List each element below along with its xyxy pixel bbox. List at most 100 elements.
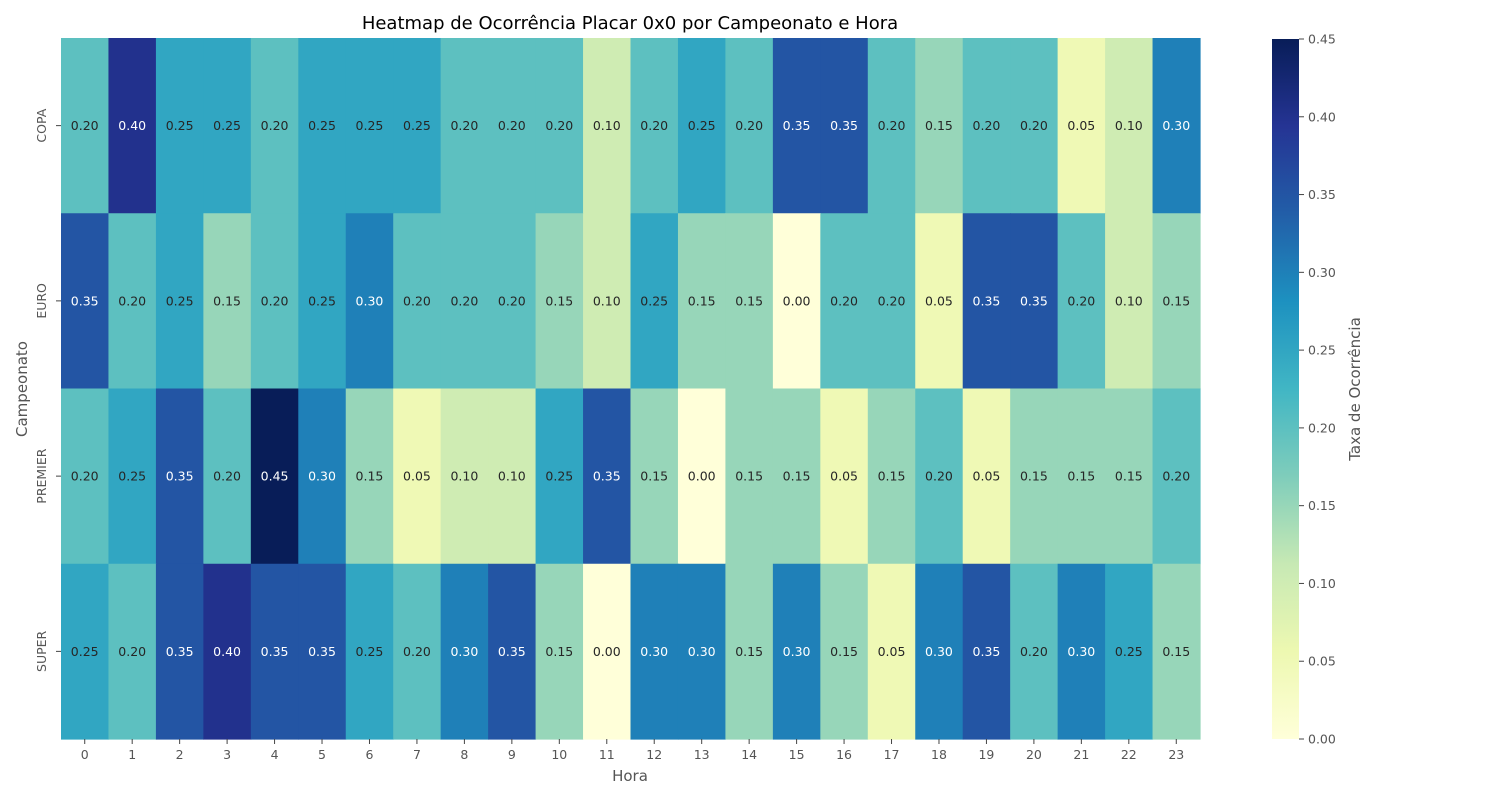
cell-value-label: 0.25 (356, 118, 384, 133)
cell-value-label: 0.25 (166, 118, 194, 133)
cell-value-label: 0.25 (166, 293, 194, 308)
cell-value-label: 0.30 (1067, 644, 1095, 659)
heatmap-cell (915, 563, 964, 740)
heatmap-cell (1105, 563, 1154, 740)
cell-value-label: 0.15 (735, 644, 763, 659)
cell-value-label: 0.20 (925, 469, 953, 484)
heatmap-cell (203, 388, 252, 565)
cell-value-labels: 0.20 0.40 0.25 0.25 0.20 0.25 0.25 0.25 0.20 0.20… (71, 118, 1190, 659)
cell-value-label: 0.30 (925, 644, 953, 659)
cell-value-label: 0.40 (213, 644, 241, 659)
y-axis-label: Campeonato (13, 341, 31, 437)
x-tick-label: 22 (1121, 747, 1137, 762)
heatmap-cell (1010, 563, 1059, 740)
cell-value-label: 0.15 (688, 293, 716, 308)
heatmap-cell (1010, 388, 1059, 565)
cell-value-label: 0.10 (1115, 118, 1143, 133)
y-tick-label: SUPER (34, 630, 49, 672)
heatmap-cell (915, 213, 964, 390)
cell-value-label: 0.25 (308, 293, 336, 308)
cell-value-label: 0.15 (356, 469, 384, 484)
heatmap-cell (61, 563, 110, 740)
cell-value-label: 0.20 (735, 118, 763, 133)
cell-value-label: 0.20 (498, 118, 526, 133)
x-tick-label: 0 (81, 747, 89, 762)
x-tick-label: 1 (128, 747, 136, 762)
heatmap-cell (725, 388, 774, 565)
heatmap-cell (488, 388, 537, 565)
cell-value-label: 0.25 (71, 644, 99, 659)
cell-value-label: 0.20 (118, 644, 146, 659)
x-tick-label: 17 (884, 747, 900, 762)
heatmap-cell (962, 563, 1011, 740)
heatmap-cell (61, 388, 110, 565)
cell-value-label: 0.25 (545, 469, 573, 484)
x-tick-label: 15 (789, 747, 805, 762)
heatmap-cell (630, 388, 679, 565)
x-tick-label: 21 (1073, 747, 1089, 762)
heatmap-cell (583, 213, 632, 390)
heatmap-cell (820, 563, 869, 740)
cell-value-label: 0.20 (830, 293, 858, 308)
colorbar-tick-label: 0.45 (1308, 32, 1336, 47)
y-tick-label: PREMIER (34, 448, 49, 503)
heatmap-cell (250, 213, 299, 390)
cell-value-label: 0.20 (450, 293, 478, 308)
x-tick-label: 6 (366, 747, 374, 762)
chart-title: Heatmap de Ocorrência Placar 0x0 por Cam… (362, 13, 898, 34)
cell-value-label: 0.15 (735, 293, 763, 308)
cell-value-label: 0.15 (1067, 469, 1095, 484)
heatmap-cell (725, 563, 774, 740)
cell-value-label: 0.15 (783, 469, 811, 484)
cell-value-label: 0.20 (261, 118, 289, 133)
x-axis: 0 1 2 3 4 5 6 7 8 9 10 11 12 13 14 15 16 17 18 19 20 21 22 23 (81, 739, 1184, 762)
x-tick-label: 4 (271, 747, 279, 762)
heatmap-cell (535, 563, 584, 740)
heatmap-cell (203, 563, 252, 740)
heatmap-cell (820, 388, 869, 565)
heatmap-cell (535, 388, 584, 565)
heatmap-cell (488, 38, 537, 214)
heatmap-cell (203, 38, 252, 214)
cell-value-label: 0.25 (1115, 644, 1143, 659)
cell-value-label: 0.20 (213, 469, 241, 484)
cell-value-label: 0.30 (1162, 118, 1190, 133)
cell-value-label: 0.15 (735, 469, 763, 484)
cell-value-label: 0.10 (593, 118, 621, 133)
cell-value-label: 0.05 (878, 644, 906, 659)
cell-value-label: 0.15 (545, 644, 573, 659)
cell-value-label: 0.15 (640, 469, 668, 484)
heatmap-cell (393, 563, 442, 740)
heatmap-cell (867, 38, 916, 214)
cell-value-label: 0.10 (593, 293, 621, 308)
colorbar-tick-label: 0.10 (1308, 576, 1336, 591)
heatmap-cell (155, 388, 204, 565)
cell-value-label: 0.20 (71, 469, 99, 484)
heatmap-cell (725, 38, 774, 214)
cell-value-label: 0.20 (1067, 293, 1095, 308)
colorbar-ticks: 0.00 0.05 0.10 0.15 0.20 0.25 0.30 0.35 0.40 0.45 (1299, 32, 1336, 747)
heatmap-cell (1057, 38, 1106, 214)
cell-value-label: 0.20 (1020, 644, 1048, 659)
heatmap-cell (630, 213, 679, 390)
cell-value-label: 0.20 (403, 293, 431, 308)
colorbar-tick-label: 0.35 (1308, 187, 1336, 202)
x-tick-label: 23 (1168, 747, 1184, 762)
cell-value-label: 0.10 (1115, 293, 1143, 308)
heatmap-cell (583, 563, 632, 740)
heatmap-cell (155, 213, 204, 390)
cell-value-label: 0.20 (1020, 118, 1048, 133)
cell-value-label: 0.05 (830, 469, 858, 484)
heatmap-cell (345, 38, 394, 214)
heatmap-cell (962, 213, 1011, 390)
heatmap-cell (298, 38, 347, 214)
heatmap-cell (725, 213, 774, 390)
heatmap-cell (630, 38, 679, 214)
cell-value-label: 0.25 (403, 118, 431, 133)
heatmap-cell (108, 213, 157, 390)
heatmap-cell (1010, 38, 1059, 214)
cell-value-label: 0.15 (545, 293, 573, 308)
heatmap-cell (345, 213, 394, 390)
cell-value-label: 0.20 (1162, 469, 1190, 484)
cell-value-label: 0.35 (593, 469, 621, 484)
